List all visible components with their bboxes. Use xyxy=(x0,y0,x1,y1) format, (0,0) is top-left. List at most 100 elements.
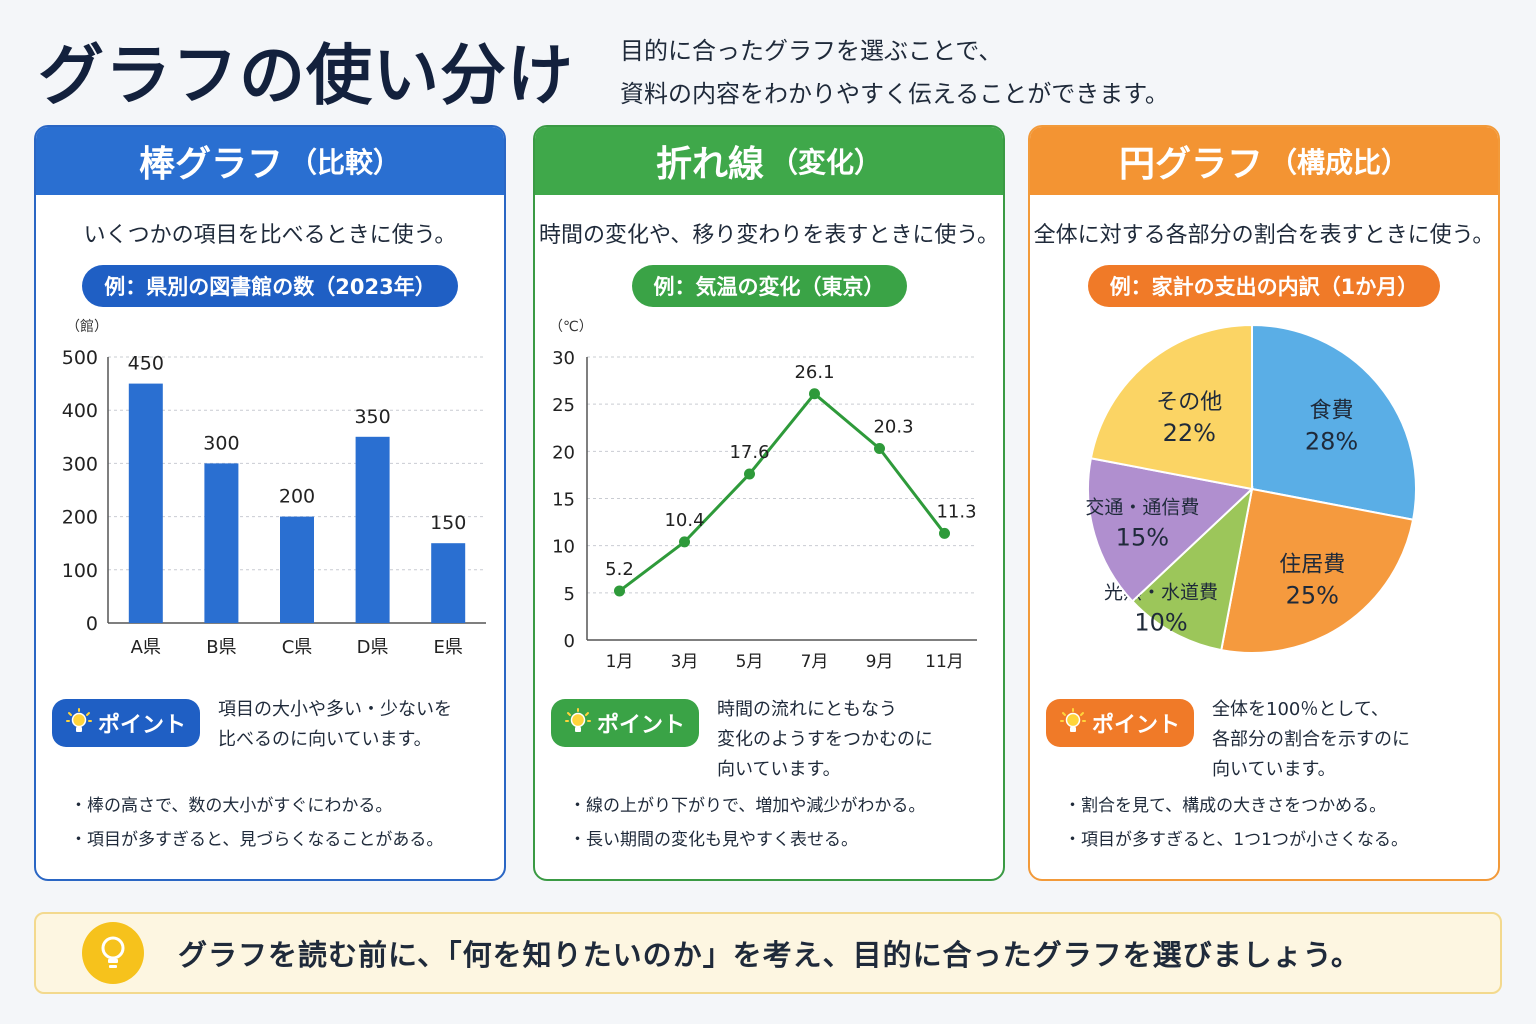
slice-label: その他 xyxy=(1156,390,1222,415)
line-chart-card: 折れ線 （変化） 時間の変化や、移り変わりを表すときに使う。 例：気温の変化（東… xyxy=(533,125,1005,881)
point-line: 時間の流れにともなう xyxy=(717,699,898,720)
bullet-item: 項目が多すぎると、見づらくなることがある。 xyxy=(70,823,443,857)
card-header: 折れ線 （変化） xyxy=(535,127,1003,195)
card-heading-sub: （変化） xyxy=(770,146,883,179)
point-text: 時間の流れにともなう 変化のようすをつかむのに 向いています。 xyxy=(717,695,933,785)
card-description: 時間の変化や、移り変わりを表すときに使う。 xyxy=(538,223,1000,248)
card-header: 円グラフ （構成比） xyxy=(1030,127,1498,195)
data-label: 200 xyxy=(279,486,315,508)
data-label: 26.1 xyxy=(794,362,834,383)
point-line: 比べるのに向いています。 xyxy=(218,729,432,750)
example-badge: 例：県別の図書館の数（2023年） xyxy=(82,265,458,307)
slice-value: 15% xyxy=(1116,523,1169,551)
y-tick-label: 25 xyxy=(552,395,575,416)
point-badge: ポイント xyxy=(1046,699,1195,747)
point-label: ポイント xyxy=(597,713,686,738)
y-unit-label: （℃） xyxy=(549,319,593,335)
data-label: 300 xyxy=(203,432,239,454)
bar-chart-svg: （館） 0 100 200 300 400 500 450 A県 300 B県 200 C県 350 D県 1… xyxy=(62,318,486,658)
y-tick-label: 20 xyxy=(552,442,575,463)
x-tick-label: 1月 xyxy=(606,652,634,672)
footer-tip: グラフを読む前に、「何を知りたいのか」を考え、目的に合ったグラフを選びましょう。 xyxy=(34,912,1502,994)
pie-slice xyxy=(1220,487,1415,654)
data-label: 11.3 xyxy=(936,501,976,522)
lightbulb-icon xyxy=(1060,708,1086,732)
x-tick-label: E県 xyxy=(434,637,463,658)
point-text: 全体を100％として、 各部分の割合を示すのに 向いています。 xyxy=(1212,695,1410,785)
pie-slice xyxy=(1131,486,1254,652)
intro-line: 目的に合ったグラフを選ぶことで、 xyxy=(620,37,1003,65)
footer-text: グラフを読む前に、「何を知りたいのか」を考え、目的に合ったグラフを選びましょう。 xyxy=(178,938,1361,972)
y-tick-label: 0 xyxy=(564,631,575,652)
card-header: 棒グラフ （比較） xyxy=(36,127,504,195)
slice-label: 食費 xyxy=(1309,399,1353,424)
point-line: 変化のようすをつかむのに xyxy=(717,729,934,750)
y-tick-label: 300 xyxy=(62,453,98,475)
bullet-item: 線の上がり下がりで、増加や減少がわかる。 xyxy=(569,789,925,823)
x-tick-label: A県 xyxy=(131,637,161,658)
page-intro: 目的に合ったグラフを選ぶことで、 資料の内容をわかりやすく伝えることができます。 xyxy=(620,30,1169,116)
y-tick-label: 10 xyxy=(552,537,575,558)
x-tick-label: 9月 xyxy=(866,652,894,672)
point-line: 全体を100％として、 xyxy=(1212,699,1389,720)
point-line: 項目の大小や多い・少ないを xyxy=(218,699,453,720)
point-badge: ポイント xyxy=(52,699,201,747)
pie-slice xyxy=(1089,323,1253,491)
bullet-list: 棒の高さで、数の大小がすぐにわかる。 項目が多すぎると、見づらくなることがある。 xyxy=(70,789,443,857)
x-tick-label: 7月 xyxy=(801,652,829,672)
bullet-item: 割合を見て、構成の大きさをつかめる。 xyxy=(1064,789,1408,823)
card-heading: 棒グラフ xyxy=(138,144,283,185)
card-heading: 折れ線 xyxy=(655,144,764,185)
data-label: 10.4 xyxy=(664,510,704,531)
bar-chart: （館） 0 100 200 300 400 500 450 A県 300 B県 200 C県 350 D県 1… xyxy=(46,317,498,682)
data-label: 150 xyxy=(430,512,466,534)
data-point xyxy=(874,443,885,455)
slice-label: 住居費 xyxy=(1279,552,1345,577)
data-point xyxy=(744,468,755,480)
slice-label: 交通・通信費 xyxy=(1085,496,1199,518)
data-label: 17.6 xyxy=(729,442,769,463)
data-label: 450 xyxy=(128,353,164,375)
y-tick-label: 200 xyxy=(62,507,98,529)
lightbulb-icon xyxy=(565,708,591,732)
data-point xyxy=(939,527,950,539)
lightbulb-icon xyxy=(82,922,144,984)
data-label: 350 xyxy=(354,406,390,428)
intro-line: 資料の内容をわかりやすく伝えることができます。 xyxy=(620,80,1169,108)
x-tick-label: 5月 xyxy=(736,652,764,672)
point-label: ポイント xyxy=(1092,713,1181,738)
point-line: 向いています。 xyxy=(717,759,841,780)
y-tick-label: 15 xyxy=(552,490,575,511)
series-line xyxy=(618,392,946,593)
pie-chart-card: 円グラフ （構成比） 全体に対する各部分の割合を表すときに使う。 例：家計の支出… xyxy=(1028,125,1500,881)
slice-value: 28% xyxy=(1305,428,1358,456)
y-tick-label: 500 xyxy=(62,347,98,369)
data-point xyxy=(679,536,690,548)
y-tick-label: 0 xyxy=(86,613,98,635)
y-tick-label: 30 xyxy=(552,348,575,369)
data-label: 20.3 xyxy=(873,417,913,438)
line-chart-svg: （℃） 0 5 10 15 20 25 30 5.2 1月 10.4 3月 17.6 5月 26.1 7月 20… xyxy=(549,319,977,672)
bullet-item: 長い期間の変化も見やすく表せる。 xyxy=(569,823,925,857)
slice-value: 25% xyxy=(1286,581,1339,609)
y-tick-label: 5 xyxy=(564,584,575,605)
point-line: 向いています。 xyxy=(1212,759,1336,780)
bar xyxy=(280,516,314,623)
card-description: 全体に対する各部分の割合を表すときに使う。 xyxy=(1033,223,1495,248)
pie-slice xyxy=(1087,457,1255,603)
point-text: 項目の大小や多い・少ないを 比べるのに向いています。 xyxy=(218,695,452,755)
x-tick-label: D県 xyxy=(357,637,389,658)
card-heading-sub: （比較） xyxy=(289,146,402,179)
lightbulb-icon xyxy=(66,708,92,732)
card-heading: 円グラフ xyxy=(1118,144,1263,185)
y-tick-label: 100 xyxy=(62,560,98,582)
line-chart: （℃） 0 5 10 15 20 25 30 5.2 1月 10.4 3月 17.6 5月 26.1 7月 20… xyxy=(545,317,997,682)
example-badge: 例：家計の支出の内訳（1か月） xyxy=(1087,265,1441,307)
bullet-list: 割合を見て、構成の大きさをつかめる。 項目が多すぎると、1つ1つが小さくなる。 xyxy=(1064,789,1408,857)
example-badge: 例：気温の変化（東京） xyxy=(631,265,907,307)
point-section: ポイント 時間の流れにともなう 変化のようすをつかむのに 向いています。 xyxy=(551,695,993,785)
point-section: ポイント 項目の大小や多い・少ないを 比べるのに向いています。 xyxy=(52,695,494,755)
bullet-list: 線の上がり下がりで、増加や減少がわかる。 長い期間の変化も見やすく表せる。 xyxy=(569,789,925,857)
bar xyxy=(431,543,466,623)
